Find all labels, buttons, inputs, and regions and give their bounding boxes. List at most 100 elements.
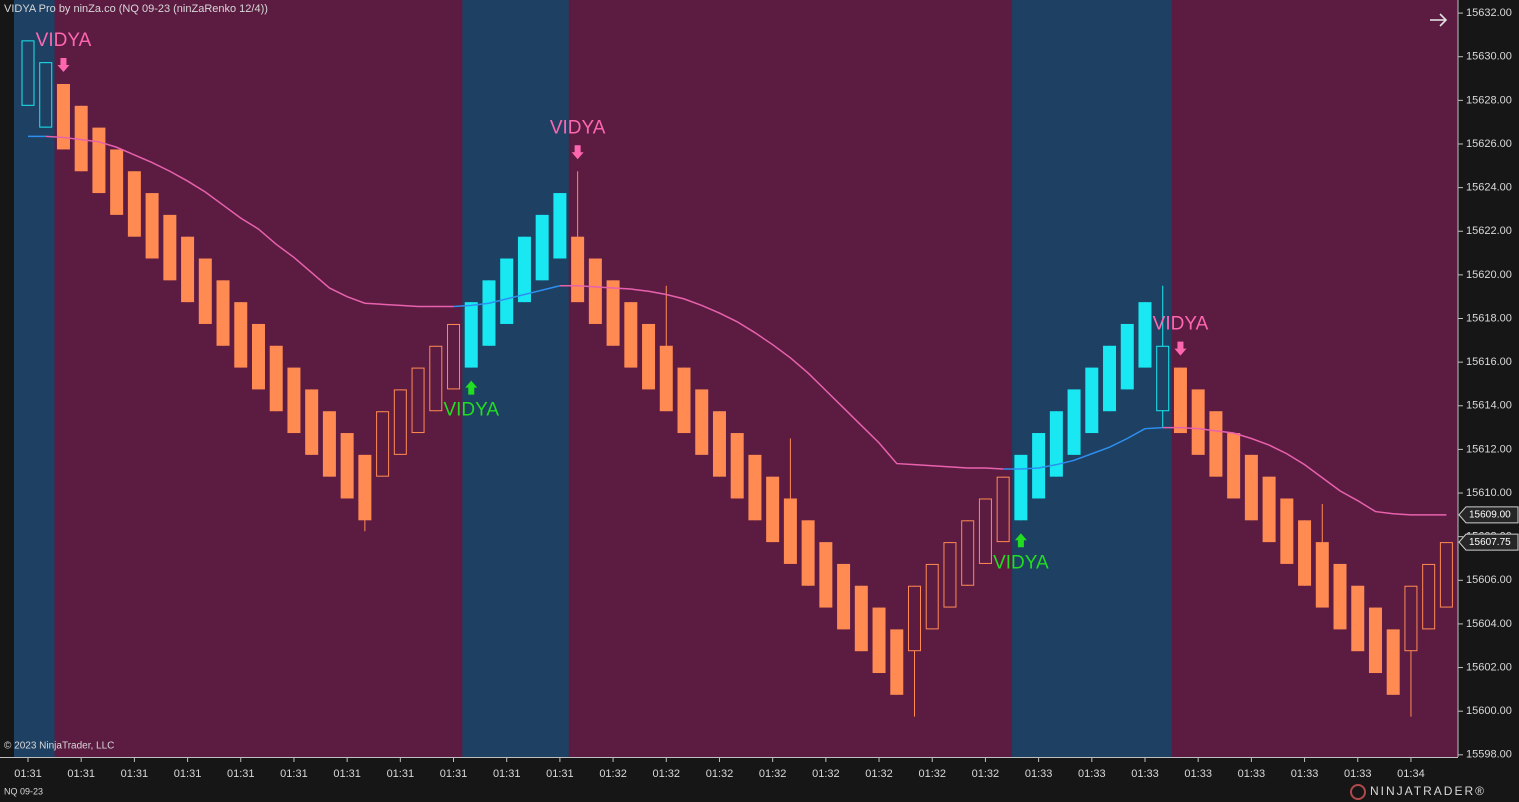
candle-body xyxy=(251,323,265,390)
candle-body xyxy=(1404,585,1418,652)
trend-background xyxy=(1348,0,1368,757)
y-tick-label: 15630.00 xyxy=(1466,51,1512,63)
x-tick-label: 01:31 xyxy=(174,768,202,780)
signal-label: VIDYA xyxy=(443,400,499,421)
x-tick-label: 01:31 xyxy=(493,768,521,780)
candle-body xyxy=(163,214,177,281)
candle-body xyxy=(748,454,762,521)
y-tick-label: 15632.00 xyxy=(1466,7,1512,19)
chart-title: VIDYA Pro by ninZa.co (NQ 09-23 (ninZaRe… xyxy=(4,3,268,15)
candle-body xyxy=(1120,323,1134,390)
candle-body xyxy=(766,476,780,543)
trend-background xyxy=(799,0,818,757)
x-tick-label: 01:33 xyxy=(1078,768,1106,780)
x-tick-label: 01:33 xyxy=(1184,768,1212,780)
candle-body xyxy=(56,83,70,150)
trend-background xyxy=(1384,0,1403,757)
candle-body xyxy=(978,498,992,564)
candle-body xyxy=(624,302,638,368)
candle-body xyxy=(1244,454,1258,521)
trend-background xyxy=(551,0,570,757)
candle-body xyxy=(1315,542,1329,608)
candle-body xyxy=(1262,476,1276,543)
trend-background xyxy=(1189,0,1208,757)
price-marker-label: 15607.75 xyxy=(1469,537,1511,548)
y-tick-label: 15624.00 xyxy=(1466,182,1512,194)
candle-body xyxy=(996,476,1010,543)
candle-body xyxy=(1085,367,1099,434)
trend-background xyxy=(214,0,233,757)
x-tick-label: 01:31 xyxy=(14,768,42,780)
y-tick-label: 15620.00 xyxy=(1466,269,1512,281)
x-tick-label: 01:31 xyxy=(121,768,149,780)
candle-body xyxy=(642,323,656,390)
trend-background xyxy=(816,0,836,757)
vidya-line xyxy=(453,285,561,308)
trend-background xyxy=(373,0,392,757)
x-tick-label: 01:32 xyxy=(972,768,1000,780)
signal-arrow xyxy=(465,380,478,395)
trend-background xyxy=(231,0,251,757)
candle-body xyxy=(1156,345,1170,412)
trend-background xyxy=(1366,0,1385,757)
trend-background xyxy=(834,0,853,757)
trend-background xyxy=(621,0,641,757)
trend-background xyxy=(1047,0,1066,757)
trend-background xyxy=(338,0,357,757)
candle-body xyxy=(1333,563,1347,630)
candle-body xyxy=(1191,389,1205,455)
candle-body xyxy=(712,411,726,477)
candle-body xyxy=(447,323,461,390)
y-tick-label: 15600.00 xyxy=(1466,705,1512,717)
trend-background xyxy=(941,0,960,757)
candle-body xyxy=(659,345,673,412)
trend-background xyxy=(746,0,765,757)
trend-background xyxy=(391,0,410,757)
candle-body xyxy=(358,454,372,521)
candle-body xyxy=(1049,411,1063,477)
candle-body xyxy=(677,367,691,434)
candle-body xyxy=(1227,433,1241,499)
candle-body xyxy=(1173,367,1187,434)
trend-background xyxy=(196,0,215,757)
candle-body xyxy=(961,520,975,586)
candle-body xyxy=(181,236,195,303)
y-tick-label: 15612.00 xyxy=(1466,443,1512,455)
signal-arrow xyxy=(571,145,584,160)
x-tick-label: 01:31 xyxy=(387,768,415,780)
signal-arrow xyxy=(57,57,70,72)
candle-body xyxy=(1386,629,1400,695)
candle-body xyxy=(305,389,319,455)
x-tick-label: 01:32 xyxy=(865,768,893,780)
trend-background xyxy=(515,0,534,757)
x-tick-label: 01:31 xyxy=(546,768,574,780)
candle-body xyxy=(553,193,567,259)
candle-body xyxy=(411,367,425,434)
trend-background xyxy=(1277,0,1297,757)
x-tick-label: 01:33 xyxy=(1238,768,1266,780)
signal-arrow xyxy=(1014,533,1027,548)
y-tick-label: 15598.00 xyxy=(1466,749,1512,761)
trend-background xyxy=(976,0,995,757)
trend-background xyxy=(710,0,729,757)
y-tick-label: 15602.00 xyxy=(1466,661,1512,673)
trend-background xyxy=(923,0,942,757)
signal-arrow xyxy=(1174,341,1187,356)
y-tick-label: 15606.00 xyxy=(1466,574,1512,586)
trend-background xyxy=(905,0,924,757)
signal-label: VIDYA xyxy=(36,30,92,51)
x-tick-label: 01:31 xyxy=(440,768,468,780)
x-tick-label: 01:31 xyxy=(333,768,361,780)
arrow-head[interactable] xyxy=(1439,13,1448,27)
y-tick-label: 15610.00 xyxy=(1466,487,1512,499)
candle-body xyxy=(340,433,354,499)
trend-background xyxy=(1242,0,1261,757)
collapse-arrow-icon[interactable] xyxy=(1430,13,1448,27)
x-tick-label: 01:32 xyxy=(599,768,627,780)
candle-body xyxy=(376,411,390,477)
candle-body xyxy=(1439,542,1453,608)
candle-body xyxy=(783,498,797,564)
trend-background xyxy=(72,0,91,757)
trend-background xyxy=(1260,0,1279,757)
